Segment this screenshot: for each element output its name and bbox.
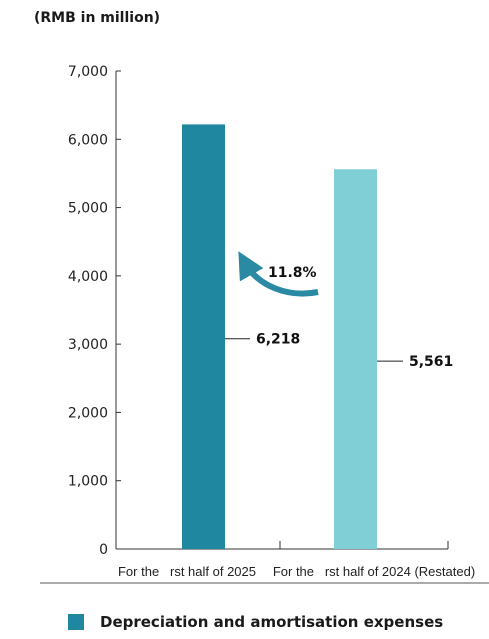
change-arrow-icon [238, 251, 319, 297]
data-label: 5,561 [409, 354, 453, 370]
bar [334, 169, 377, 550]
y-axis-ticks: 0 1,000 2,000 3,000 4,000 5,000 6,000 7,000 [68, 64, 121, 558]
y-tick-label: 6,000 [68, 132, 108, 148]
y-tick-label: 3,000 [68, 337, 108, 353]
category-label: For the rst half of 2024 (Restated) [273, 564, 475, 579]
y-tick-label: 7,000 [68, 64, 108, 80]
data-label: 6,218 [256, 332, 300, 348]
legend: Depreciation and amortisation expenses [68, 613, 443, 631]
axes [40, 71, 489, 584]
bars: 6,218 For the rst half of 2025 5,561 For th… [118, 124, 475, 579]
y-tick-label: 2,000 [68, 405, 108, 421]
y-tick-label: 4,000 [68, 269, 108, 285]
legend-label: Depreciation and amortisation expenses [100, 613, 444, 631]
bar-chart: 0 1,000 2,000 3,000 4,000 5,000 6,000 7,000 6,2… [40, 64, 489, 584]
change-percentage-label: 11.8% [268, 265, 317, 281]
legend-swatch [68, 614, 84, 630]
y-tick-label: 0 [99, 542, 108, 558]
y-tick-label: 5,000 [68, 201, 108, 217]
y-tick-label: 1,000 [68, 474, 108, 490]
unit-label: (RMB in million) [34, 10, 161, 26]
annotations: 11.8% [238, 251, 319, 297]
bar [182, 124, 225, 550]
category-label: For the rst half of 2025 [118, 564, 256, 579]
